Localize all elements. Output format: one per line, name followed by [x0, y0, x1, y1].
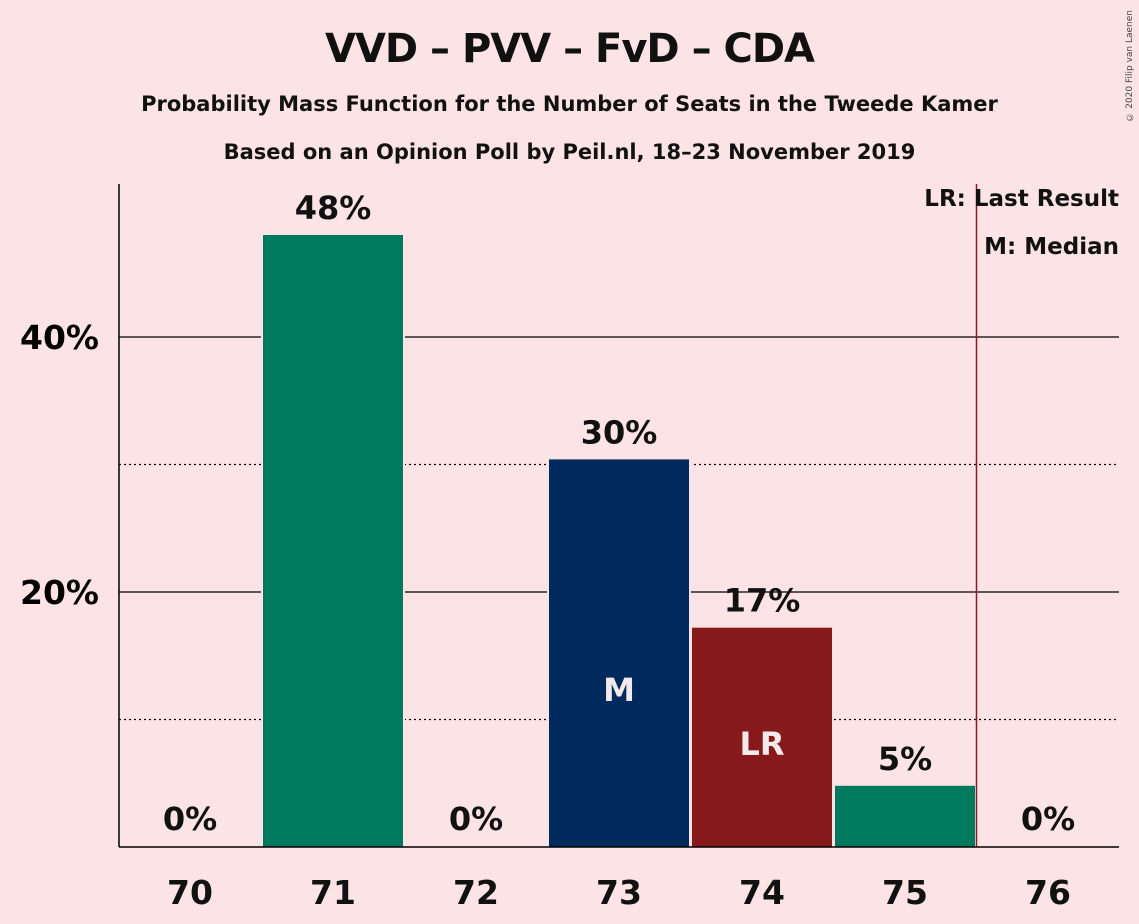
bar-74 — [692, 627, 832, 847]
x-tick-label-71: 71 — [310, 873, 356, 912]
value-label-73: 30% — [581, 413, 658, 451]
x-tick-label-74: 74 — [739, 873, 785, 912]
y-tick-label: 20% — [20, 573, 99, 612]
y-tick-label: 40% — [20, 318, 99, 357]
bar-75 — [835, 785, 975, 847]
chart-subtitle-source: Based on an Opinion Poll by Peil.nl, 18–… — [223, 140, 916, 164]
bar-mark-m: M — [603, 671, 635, 709]
bar-71 — [263, 235, 403, 847]
value-label-74: 17% — [724, 582, 801, 620]
value-label-71: 48% — [295, 189, 372, 227]
value-label-70: 0% — [163, 800, 217, 838]
legend-median: M: Median — [984, 234, 1119, 260]
value-label-76: 0% — [1021, 800, 1075, 838]
bar-mark-lr: LR — [739, 725, 784, 763]
legend-last-result: LR: Last Result — [924, 186, 1119, 212]
x-tick-label-75: 75 — [882, 873, 928, 912]
value-label-75: 5% — [878, 740, 932, 778]
value-label-72: 0% — [449, 800, 503, 838]
x-tick-label-72: 72 — [453, 873, 499, 912]
x-tick-label-73: 73 — [596, 873, 642, 912]
x-tick-label-70: 70 — [167, 873, 213, 912]
chart-subtitle: Probability Mass Function for the Number… — [141, 92, 998, 116]
bar-73 — [549, 459, 689, 847]
chart-title: VVD – PVV – FvD – CDA — [324, 26, 815, 72]
x-tick-label-76: 76 — [1025, 873, 1071, 912]
